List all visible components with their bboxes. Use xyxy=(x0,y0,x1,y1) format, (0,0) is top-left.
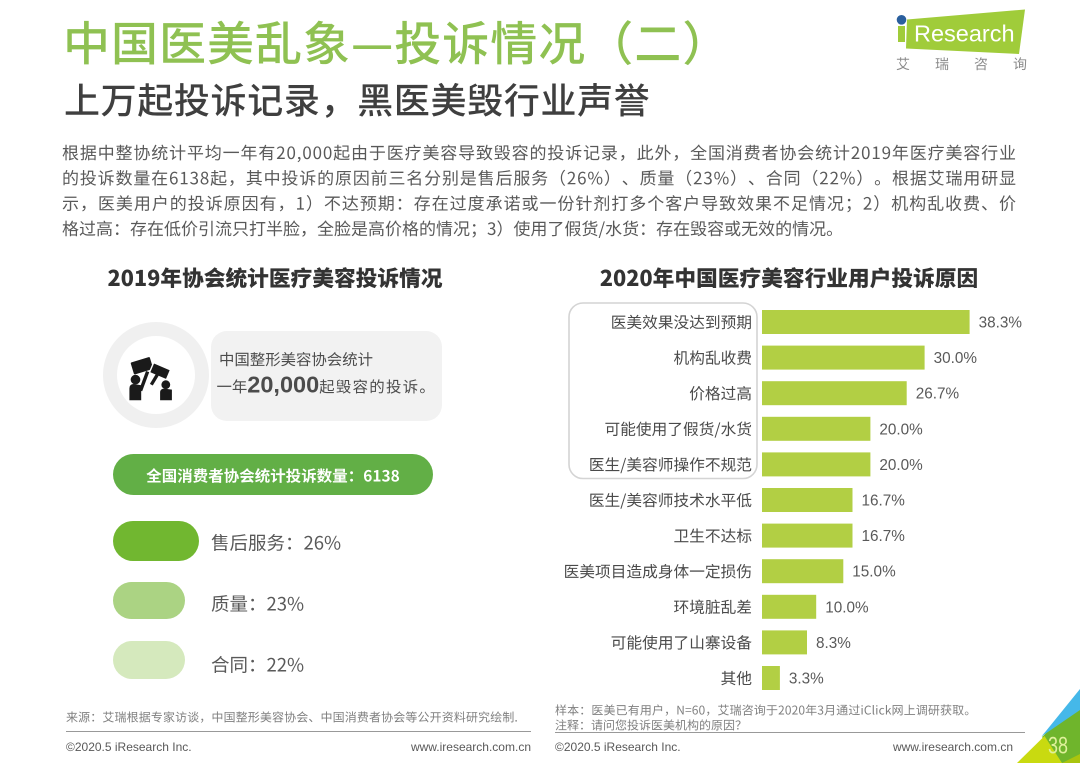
svg-text:38: 38 xyxy=(1048,733,1068,760)
svg-text:20,000: 20,000 xyxy=(247,372,319,398)
svg-text:8.3%: 8.3% xyxy=(816,635,851,652)
svg-text:26.7%: 26.7% xyxy=(916,386,960,403)
svg-text:Research: Research xyxy=(914,21,1015,47)
svg-text:15.0%: 15.0% xyxy=(852,564,896,581)
svg-text:www.iresearch.com.cn: www.iresearch.com.cn xyxy=(410,740,531,754)
svg-text:20.0%: 20.0% xyxy=(879,457,923,474)
svg-text:3.3%: 3.3% xyxy=(789,671,824,688)
svg-text:38.3%: 38.3% xyxy=(979,315,1023,332)
svg-text:30.0%: 30.0% xyxy=(934,350,978,367)
svg-text:16.7%: 16.7% xyxy=(862,493,906,510)
svg-text:20.0%: 20.0% xyxy=(879,421,923,438)
svg-text:www.iresearch.com.cn: www.iresearch.com.cn xyxy=(892,740,1013,754)
svg-text:©2020.5 iResearch Inc.: ©2020.5 iResearch Inc. xyxy=(555,740,681,754)
svg-text:10.0%: 10.0% xyxy=(825,599,869,616)
svg-text:16.7%: 16.7% xyxy=(862,528,906,545)
svg-text:©2020.5 iResearch Inc.: ©2020.5 iResearch Inc. xyxy=(66,740,192,754)
